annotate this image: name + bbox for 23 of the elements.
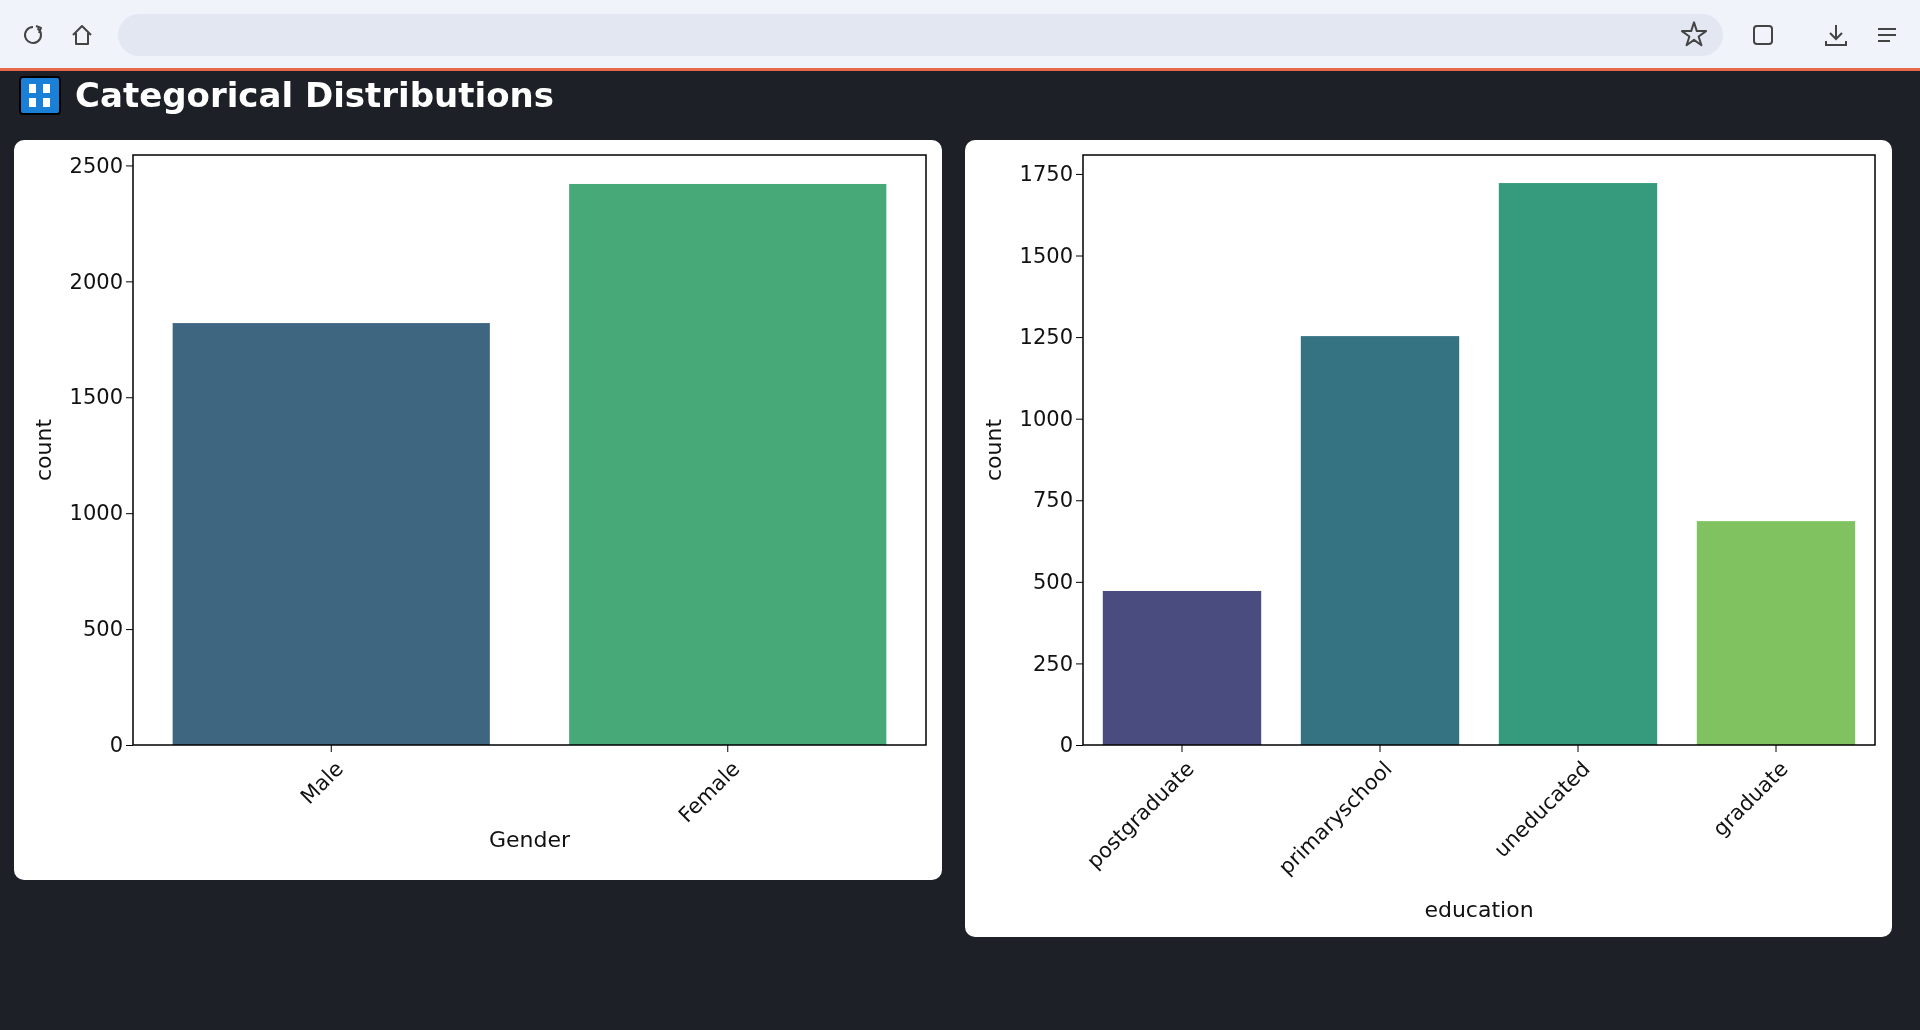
y-tick-label: 1500 xyxy=(69,385,123,410)
chart-title: Categorical Distributions xyxy=(75,75,554,115)
y-tick-label: 0 xyxy=(109,733,123,758)
x-axis-title: Gender xyxy=(488,827,571,852)
y-tick-label: 1500 xyxy=(1019,243,1073,268)
y-tick-label: 1250 xyxy=(1019,325,1073,350)
y-tick-label: 1750 xyxy=(1019,162,1073,187)
y-tick-label: 1000 xyxy=(69,501,123,526)
bar xyxy=(1300,336,1460,745)
bar xyxy=(1498,183,1658,745)
y-tick-label: 750 xyxy=(1032,488,1073,513)
y-tick-label: 250 xyxy=(1032,651,1073,676)
bar xyxy=(1102,590,1262,745)
y-tick-label: 0 xyxy=(1059,733,1073,758)
y-tick-label: 1000 xyxy=(1019,406,1073,431)
x-axis-title: education xyxy=(1424,897,1534,922)
y-tick-label: 2500 xyxy=(69,153,123,178)
y-axis-title: count xyxy=(31,418,56,482)
y-tick-label: 500 xyxy=(1032,570,1073,595)
y-axis-title: count xyxy=(981,418,1006,482)
y-tick-label: 500 xyxy=(82,617,123,642)
y-tick-label: 2000 xyxy=(69,269,123,294)
bar xyxy=(1696,521,1856,745)
